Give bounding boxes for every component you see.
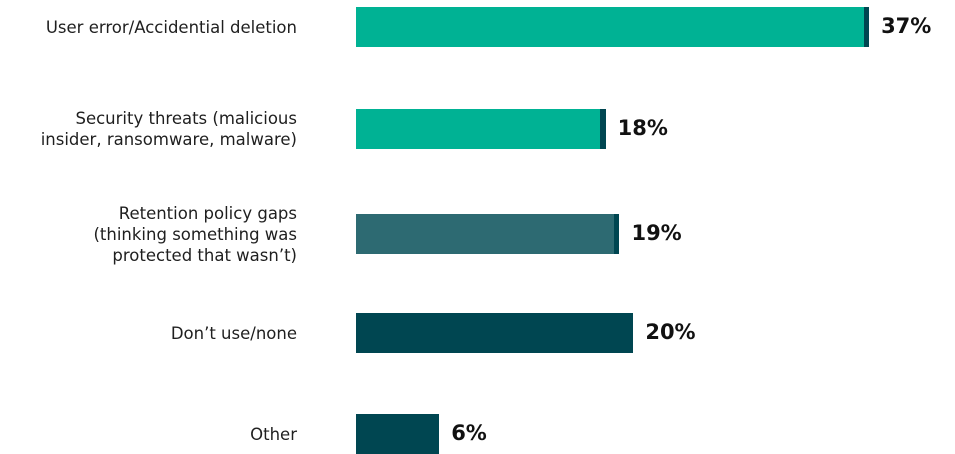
bar bbox=[356, 7, 870, 47]
value-label: 20% bbox=[645, 320, 696, 344]
bar-fill bbox=[356, 313, 634, 353]
bar-end-accent bbox=[863, 7, 870, 47]
bar-row: Don’t use/none 20% bbox=[0, 313, 955, 353]
bar bbox=[356, 414, 440, 454]
bar-row: Retention policy gaps (thinking somethin… bbox=[0, 204, 955, 265]
bar-fill bbox=[356, 7, 864, 47]
bar-row: Security threats (malicious insider, ran… bbox=[0, 109, 955, 149]
bar bbox=[356, 214, 620, 254]
value-label: 19% bbox=[631, 221, 682, 245]
bar bbox=[356, 109, 606, 149]
bar-fill bbox=[356, 109, 601, 149]
bar-end-accent bbox=[614, 214, 620, 254]
value-label: 37% bbox=[881, 14, 932, 38]
bar-fill bbox=[356, 214, 615, 254]
category-label: Retention policy gaps (thinking somethin… bbox=[93, 203, 297, 265]
category-label: Don’t use/none bbox=[170, 323, 297, 343]
bar-row: User error/Accidential deletion 37% bbox=[0, 7, 955, 47]
category-label: Security threats (malicious insider, ran… bbox=[40, 109, 297, 149]
bar-fill bbox=[356, 414, 440, 454]
bar-row: Other 6% bbox=[0, 414, 955, 454]
bar bbox=[356, 313, 634, 353]
bar-end-accent bbox=[600, 109, 606, 149]
category-label: User error/Accidential deletion bbox=[45, 17, 297, 37]
value-label: 18% bbox=[617, 116, 668, 140]
value-label: 6% bbox=[451, 421, 487, 445]
category-label: Other bbox=[250, 424, 297, 444]
